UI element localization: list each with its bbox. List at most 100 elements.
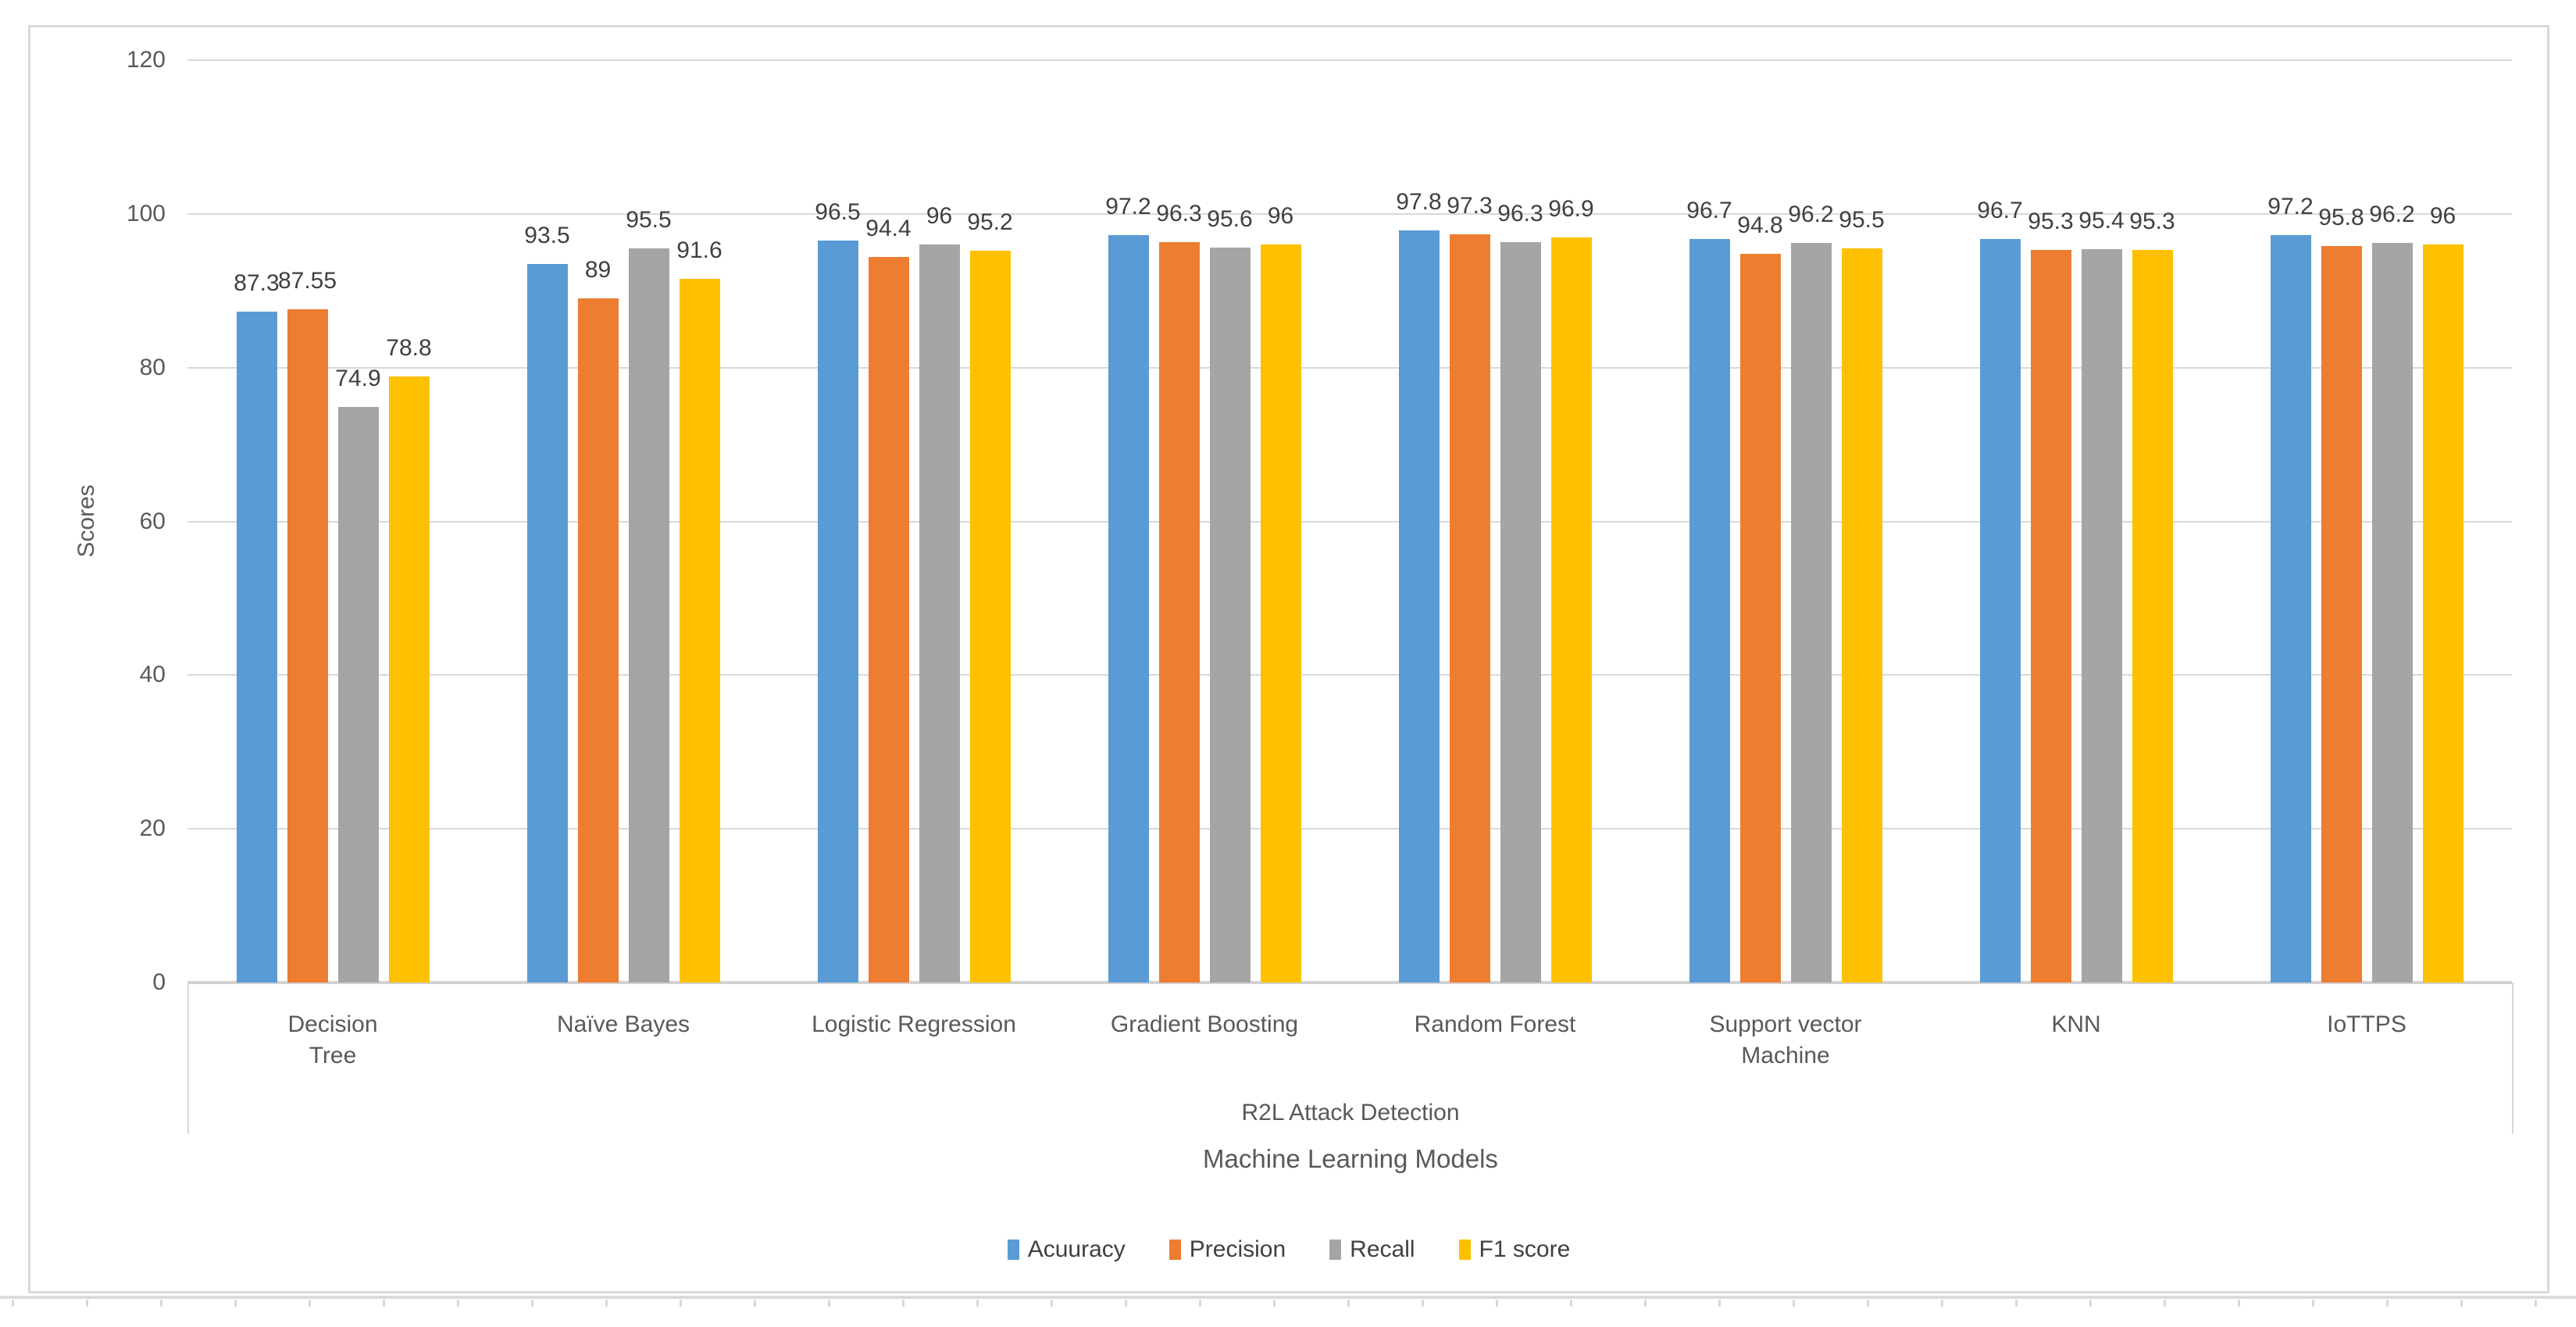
worksheet-column-tick — [2164, 1300, 2166, 1307]
bar-value-label: 97.2 — [1105, 194, 1151, 220]
category-axis-box-right-border — [2512, 983, 2514, 1134]
bar-decision-tree-recall[interactable] — [337, 406, 379, 983]
worksheet-column-tick — [1941, 1300, 1943, 1307]
worksheet-column-tick — [754, 1300, 756, 1307]
worksheet-row-gridline — [0, 1296, 2576, 1299]
bar-knn-f1-score[interactable] — [2132, 250, 2173, 983]
legend-color-swatch — [1168, 1240, 1181, 1260]
worksheet-column-tick — [680, 1300, 682, 1307]
worksheet-column-tick — [12, 1300, 14, 1307]
worksheet-column-tick — [1867, 1300, 1869, 1307]
gridline — [187, 520, 2512, 523]
bar-gradient-boosting-acuuracy[interactable] — [1108, 235, 1149, 983]
legend-item-precision[interactable]: Precision — [1168, 1236, 1286, 1263]
bar-na-ve-bayes-precision[interactable] — [577, 298, 619, 983]
bar-na-ve-bayes-acuuracy[interactable] — [526, 263, 568, 983]
worksheet-column-tick — [86, 1300, 88, 1307]
x-axis-category-label: KNN — [2051, 1011, 2101, 1037]
bar-knn-acuuracy[interactable] — [1979, 239, 2021, 983]
worksheet-column-tick — [2460, 1300, 2463, 1307]
bar-random-forest-acuuracy[interactable] — [1398, 230, 1440, 983]
x-axis-category-label: Naïve Bayes — [556, 1011, 690, 1037]
y-axis-title: Scores — [73, 484, 99, 558]
worksheet-column-tick — [1422, 1300, 1424, 1307]
bar-decision-tree-acuuracy[interactable] — [236, 311, 277, 983]
legend-color-swatch — [1458, 1240, 1471, 1260]
bar-value-label: 95.5 — [1839, 207, 1885, 234]
bar-gradient-boosting-f1-score[interactable] — [1260, 244, 1301, 983]
worksheet-column-tick — [1644, 1300, 1647, 1307]
category-axis-box-left-border — [187, 983, 189, 1134]
bar-logistic-regression-recall[interactable] — [919, 244, 960, 983]
bar-value-label: 96.9 — [1548, 196, 1594, 223]
bar-na-ve-bayes-f1-score[interactable] — [679, 278, 720, 983]
bar-value-label: 96.2 — [2369, 202, 2415, 228]
bar-value-label: 97.2 — [2267, 194, 2314, 220]
worksheet-column-tick — [2312, 1300, 2314, 1307]
bar-value-label: 96 — [926, 203, 953, 230]
bar-value-label: 95.6 — [1207, 206, 1253, 233]
bar-support-vector-machine-precision[interactable] — [1739, 254, 1781, 983]
bar-logistic-regression-acuuracy[interactable] — [817, 241, 858, 983]
bar-value-label: 87.3 — [234, 269, 280, 296]
bar-logistic-regression-precision[interactable] — [868, 256, 909, 983]
legend-color-swatch — [1007, 1240, 1019, 1260]
legend-item-f1-score[interactable]: F1 score — [1458, 1236, 1571, 1263]
bar-logistic-regression-f1-score[interactable] — [969, 251, 1011, 983]
x-axis-group-title: R2L Attack Detection — [1241, 1100, 1460, 1125]
gridline — [187, 366, 2512, 369]
bar-na-ve-bayes-recall[interactable] — [628, 248, 669, 983]
bar-value-label: 96 — [2429, 203, 2456, 230]
bar-iottps-f1-score[interactable] — [2422, 244, 2464, 983]
bar-knn-recall[interactable] — [2081, 249, 2122, 983]
worksheet-column-tick — [234, 1300, 237, 1307]
worksheet-column-tick — [1496, 1300, 1498, 1307]
bar-random-forest-f1-score[interactable] — [1550, 237, 1592, 983]
x-axis-category-label: Decision Tree — [287, 1011, 378, 1068]
bar-iottps-acuuracy[interactable] — [2270, 235, 2311, 983]
worksheet-column-tick — [383, 1300, 385, 1307]
bar-support-vector-machine-f1-score[interactable] — [1841, 248, 1882, 983]
legend-label: Precision — [1189, 1236, 1286, 1262]
worksheet-column-tick — [309, 1300, 311, 1307]
legend-item-acuuracy[interactable]: Acuuracy — [1007, 1236, 1126, 1263]
bar-value-label: 93.5 — [524, 222, 570, 248]
bar-gradient-boosting-recall[interactable] — [1209, 248, 1251, 983]
y-axis-tick-label: 120 — [126, 47, 166, 73]
bar-value-label: 96.3 — [1497, 201, 1543, 227]
worksheet-column-tick — [1051, 1300, 1053, 1307]
worksheet-column-tick — [605, 1300, 608, 1307]
y-axis-tick-label: 40 — [139, 662, 166, 688]
bar-value-label: 95.5 — [626, 207, 672, 234]
worksheet-column-tick — [2386, 1300, 2389, 1307]
gridline — [187, 674, 2512, 676]
x-axis-line — [187, 981, 2512, 984]
legend-item-recall[interactable]: Recall — [1329, 1236, 1415, 1263]
bar-decision-tree-precision[interactable] — [287, 309, 328, 983]
bar-knn-precision[interactable] — [2030, 250, 2071, 983]
bar-support-vector-machine-acuuracy[interactable] — [1689, 239, 1730, 983]
bar-support-vector-machine-recall[interactable] — [1790, 243, 1832, 983]
worksheet-column-tick — [1793, 1300, 1795, 1307]
worksheet-column-tick — [828, 1300, 830, 1307]
bar-gradient-boosting-precision[interactable] — [1158, 242, 1200, 983]
bar-value-label: 78.8 — [386, 335, 432, 362]
bar-decision-tree-f1-score[interactable] — [388, 376, 430, 983]
bar-random-forest-precision[interactable] — [1449, 234, 1490, 983]
y-axis-tick-label: 100 — [126, 200, 166, 227]
legend-label: F1 score — [1479, 1236, 1571, 1262]
y-axis-tick-label: 20 — [139, 815, 166, 842]
bar-value-label: 95.8 — [2318, 205, 2364, 231]
bar-value-label: 87.55 — [277, 268, 337, 294]
legend-label: Recall — [1350, 1236, 1415, 1262]
bar-iottps-recall[interactable] — [2371, 243, 2413, 983]
bar-random-forest-recall[interactable] — [1500, 242, 1541, 983]
bar-iottps-precision[interactable] — [2321, 246, 2362, 983]
bar-value-label: 96.7 — [1686, 198, 1732, 224]
bar-value-label: 94.4 — [865, 215, 912, 241]
worksheet-column-tick — [1273, 1300, 1276, 1307]
y-axis-tick-label: 0 — [152, 969, 166, 995]
legend-label: Acuuracy — [1027, 1236, 1126, 1262]
worksheet-column-tick — [1718, 1300, 1721, 1307]
worksheet-column-tick — [2015, 1300, 2018, 1307]
